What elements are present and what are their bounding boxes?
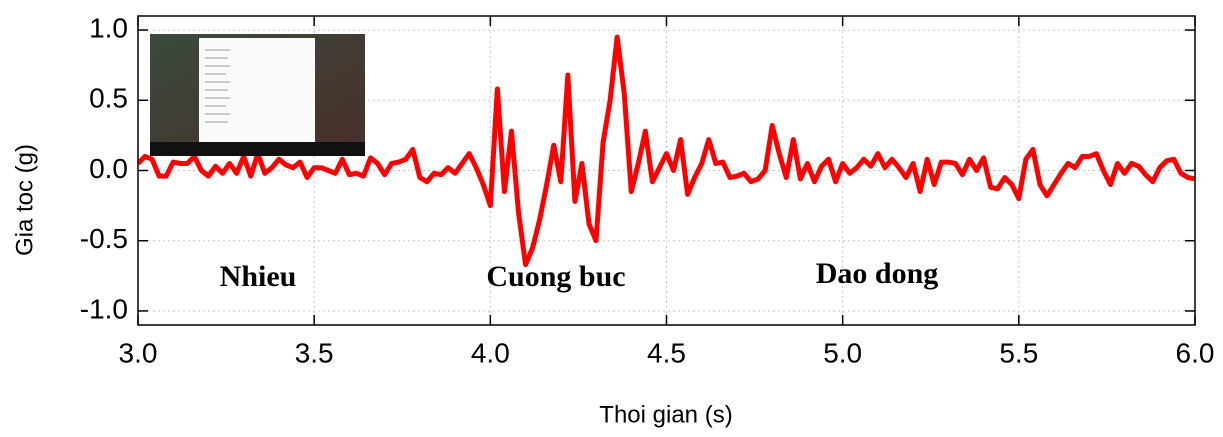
inset-screenshot bbox=[150, 34, 365, 156]
annotation: Nhieu bbox=[220, 260, 297, 293]
y-tick-label: -0.5 bbox=[80, 223, 128, 254]
y-tick-label: 0.0 bbox=[89, 153, 128, 184]
annotation: Dao dong bbox=[816, 257, 939, 290]
x-tick-label: 3.5 bbox=[295, 337, 334, 368]
x-tick-label: 4.0 bbox=[471, 337, 510, 368]
x-tick-label: 5.0 bbox=[823, 337, 862, 368]
y-tick-label: -1.0 bbox=[80, 293, 128, 324]
x-tick-label: 4.5 bbox=[647, 337, 686, 368]
x-tick-label: 5.5 bbox=[999, 337, 1038, 368]
x-tick-label: 3.0 bbox=[119, 337, 158, 368]
y-tick-label: 0.5 bbox=[89, 83, 128, 114]
x-axis-label: Thoi gian (s) bbox=[599, 401, 732, 428]
x-tick-label: 6.0 bbox=[1176, 337, 1215, 368]
data-line bbox=[138, 34, 1195, 268]
y-tick-label: 1.0 bbox=[89, 12, 128, 43]
annotation: Cuong buc bbox=[486, 260, 625, 293]
y-axis-label: Gia toc (g) bbox=[11, 144, 38, 256]
